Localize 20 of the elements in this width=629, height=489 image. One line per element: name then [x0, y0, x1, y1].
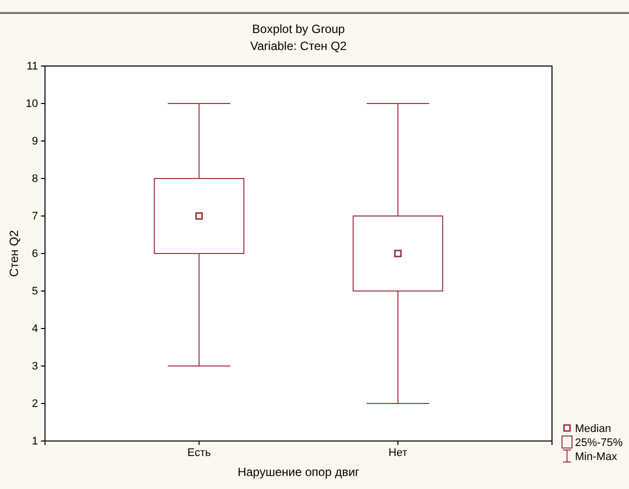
x-axis-title: Нарушение опор двиг [238, 465, 360, 479]
y-tick-label: 4 [32, 323, 38, 336]
y-tick-label: 10 [26, 98, 38, 110]
text: Median [575, 423, 612, 435]
x-tick-label: Нет [388, 446, 408, 459]
chart-subtitle: Variable: Стен Q2 [250, 39, 348, 53]
y-tick-label: 11 [26, 60, 38, 73]
y-tick-label: 6 [32, 248, 38, 260]
y-tick-label: 8 [32, 173, 38, 186]
y-tick-label: 3 [32, 360, 38, 373]
y-tick-label: 7 [32, 210, 38, 223]
y-tick-label: 5 [32, 286, 38, 298]
chart-title: Boxplot by Group [252, 22, 346, 36]
y-tick-label: 2 [32, 398, 38, 410]
y-tick-label: 9 [32, 136, 38, 148]
x-tick-label: Есть [187, 446, 212, 459]
y-axis-title: Стен Q2 [7, 230, 21, 277]
y-tick-label: 1 [32, 436, 38, 448]
text: Min-Max [575, 451, 618, 463]
text: 25%-75% [575, 437, 623, 449]
